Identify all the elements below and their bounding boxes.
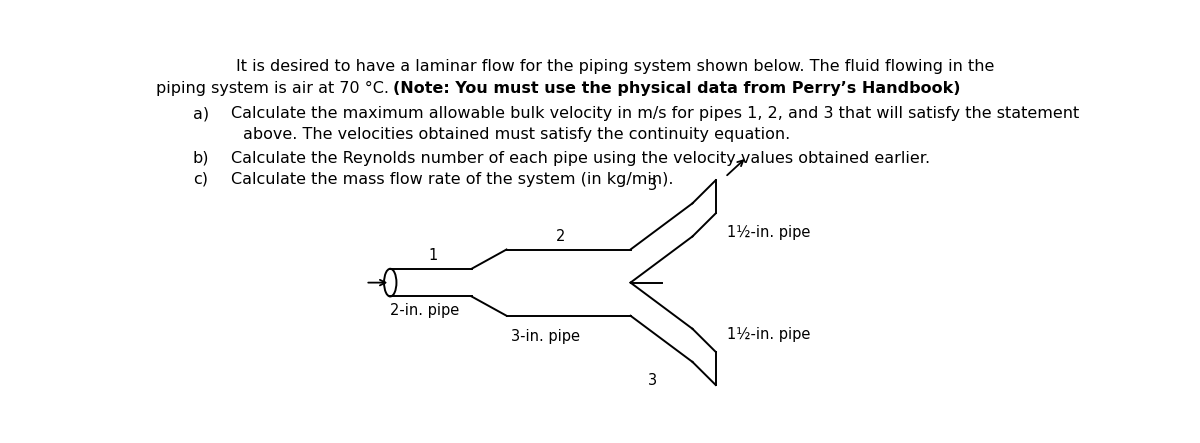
Text: Calculate the Reynolds number of each pipe using the velocity values obtained ea: Calculate the Reynolds number of each pi… [232, 151, 930, 166]
Text: c): c) [193, 172, 208, 187]
Text: 2-in. pipe: 2-in. pipe [390, 303, 460, 319]
Text: 3-in. pipe: 3-in. pipe [511, 329, 580, 344]
Text: 3: 3 [648, 373, 656, 388]
Text: 2: 2 [556, 229, 565, 244]
Text: a): a) [193, 106, 209, 121]
Text: piping system is air at 70 °C.: piping system is air at 70 °C. [156, 81, 395, 96]
Text: b): b) [193, 151, 209, 166]
Text: Calculate the mass flow rate of the system (in kg/min).: Calculate the mass flow rate of the syst… [232, 172, 674, 187]
Text: (Note: You must use the physical data from Perry’s Handbook): (Note: You must use the physical data fr… [392, 81, 960, 96]
Text: 3: 3 [648, 178, 656, 193]
Text: 1: 1 [428, 249, 438, 264]
Text: 1½-in. pipe: 1½-in. pipe [727, 225, 811, 240]
Text: 1½-in. pipe: 1½-in. pipe [727, 326, 811, 342]
Text: Calculate the maximum allowable bulk velocity in m/s for pipes 1, 2, and 3 that : Calculate the maximum allowable bulk vel… [232, 106, 1080, 121]
Text: It is desired to have a laminar flow for the piping system shown below. The flui: It is desired to have a laminar flow for… [236, 59, 994, 74]
Text: above. The velocities obtained must satisfy the continuity equation.: above. The velocities obtained must sati… [242, 127, 791, 142]
